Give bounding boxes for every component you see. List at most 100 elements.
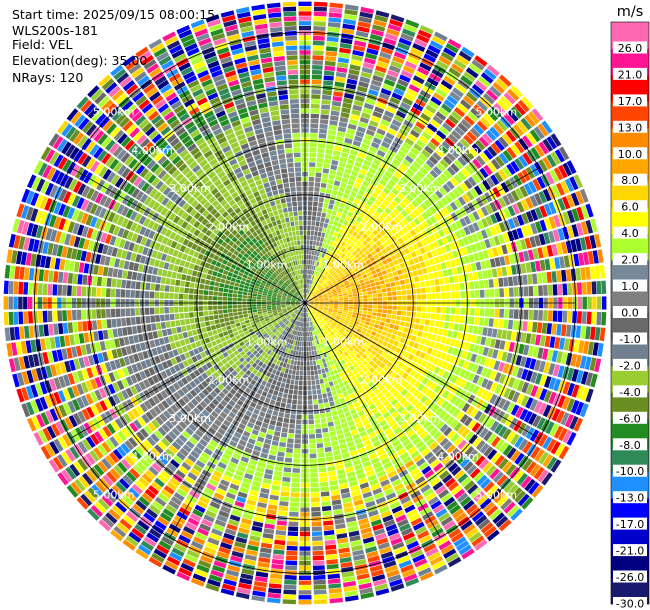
range-gate-cell <box>476 376 485 386</box>
range-gate-cell <box>503 481 515 493</box>
range-gate-cell <box>364 176 372 183</box>
range-gate-cell <box>381 141 391 149</box>
range-gate-cell <box>383 372 390 380</box>
range-gate-cell <box>309 463 318 468</box>
range-gate-cell <box>328 268 333 274</box>
range-gate-cell <box>320 418 327 424</box>
range-gate-cell <box>423 199 432 208</box>
range-gate-cell <box>376 415 385 423</box>
range-gate-cell <box>295 429 302 434</box>
range-gate-cell <box>391 92 403 101</box>
range-gate-cell <box>320 327 324 332</box>
range-gate-cell <box>528 413 537 425</box>
range-gate-cell <box>360 347 367 353</box>
range-gate-cell <box>383 78 396 87</box>
range-gate-cell <box>483 317 489 327</box>
range-gate-cell <box>293 448 301 454</box>
range-gate-cell <box>283 388 289 394</box>
range-gate-cell <box>367 474 377 482</box>
range-gate-cell <box>462 402 471 413</box>
range-gate-cell <box>544 258 551 271</box>
range-gate-cell <box>308 259 311 265</box>
range-gate-cell <box>327 578 341 584</box>
range-gate-cell <box>334 81 345 88</box>
range-gate-cell <box>379 369 386 377</box>
range-gate-cell <box>558 427 568 442</box>
range-gate-cell <box>309 264 312 270</box>
range-gate-cell <box>341 107 351 114</box>
range-gate-cell <box>314 301 320 303</box>
range-gate-cell <box>504 341 511 351</box>
range-gate-cell <box>314 299 319 302</box>
range-gate-cell <box>374 106 385 114</box>
range-gate-cell <box>332 290 337 294</box>
range-gate-cell <box>319 280 324 285</box>
range-gate-cell <box>552 284 558 296</box>
range-gate-cell <box>379 265 386 271</box>
range-gate-cell <box>314 271 318 276</box>
range-gate-cell <box>466 264 472 273</box>
range-gate-cell <box>397 42 410 51</box>
range-gate-cell <box>338 305 344 308</box>
range-gate-cell <box>429 40 444 50</box>
range-gate-cell <box>363 304 368 308</box>
range-gate-cell <box>361 164 370 171</box>
range-gate-cell <box>417 344 424 351</box>
range-gate-cell <box>460 75 473 86</box>
range-gate-cell <box>358 350 364 357</box>
range-gate-cell <box>447 251 454 260</box>
range-gate-cell <box>442 413 451 423</box>
range-gate-cell <box>340 417 347 424</box>
range-gate-cell <box>334 140 343 147</box>
range-gate-cell <box>339 282 344 287</box>
range-gate-cell <box>292 394 298 400</box>
range-gate-cell <box>457 473 469 484</box>
range-gate-cell <box>314 250 318 256</box>
range-gate-cell <box>361 226 368 233</box>
range-gate-cell <box>489 85 502 98</box>
range-gate-cell <box>338 271 344 277</box>
range-gate-cell <box>316 283 320 288</box>
range-gate-cell <box>329 325 335 330</box>
range-gate-cell <box>322 393 328 399</box>
range-gate-cell <box>399 163 408 172</box>
range-gate-cell <box>388 261 395 268</box>
range-gate-cell <box>298 26 312 31</box>
range-gate-cell <box>424 451 434 461</box>
range-gate-cell <box>398 559 412 569</box>
range-gate-cell <box>414 323 420 330</box>
range-gate-cell <box>390 227 397 235</box>
range-gate-cell <box>368 239 375 246</box>
range-gate-cell <box>326 144 334 150</box>
range-gate-cell <box>359 116 370 124</box>
range-gate-cell <box>363 344 369 350</box>
range-gate-cell <box>338 264 344 270</box>
range-gate-cell <box>362 274 368 279</box>
range-gate-cell <box>399 74 411 83</box>
range-gate-cell <box>377 329 383 335</box>
range-gate-cell <box>412 160 422 170</box>
range-gate-cell <box>306 294 308 299</box>
range-gate-cell <box>557 283 563 296</box>
range-gate-cell <box>351 202 358 209</box>
range-gate-cell <box>491 436 501 448</box>
range-gate-cell <box>498 373 507 384</box>
range-gate-cell <box>337 292 343 295</box>
range-gate-cell <box>373 253 380 260</box>
range-gate-cell <box>320 114 329 120</box>
range-gate-cell <box>319 306 324 309</box>
range-gate-cell <box>380 88 392 96</box>
range-gate-cell <box>338 245 344 251</box>
range-gate-cell <box>518 343 525 355</box>
range-gate-cell <box>291 404 297 410</box>
range-gate-cell <box>537 247 544 259</box>
range-gate-cell <box>387 309 392 314</box>
range-gate-cell <box>307 375 311 381</box>
range-gate-cell <box>336 270 342 275</box>
range-gate-cell <box>401 364 409 372</box>
range-gate-cell <box>316 291 321 295</box>
range-gate-cell <box>455 377 463 386</box>
range-gate-cell <box>390 379 397 387</box>
range-gate-cell <box>515 406 524 419</box>
range-gate-cell <box>343 345 349 351</box>
